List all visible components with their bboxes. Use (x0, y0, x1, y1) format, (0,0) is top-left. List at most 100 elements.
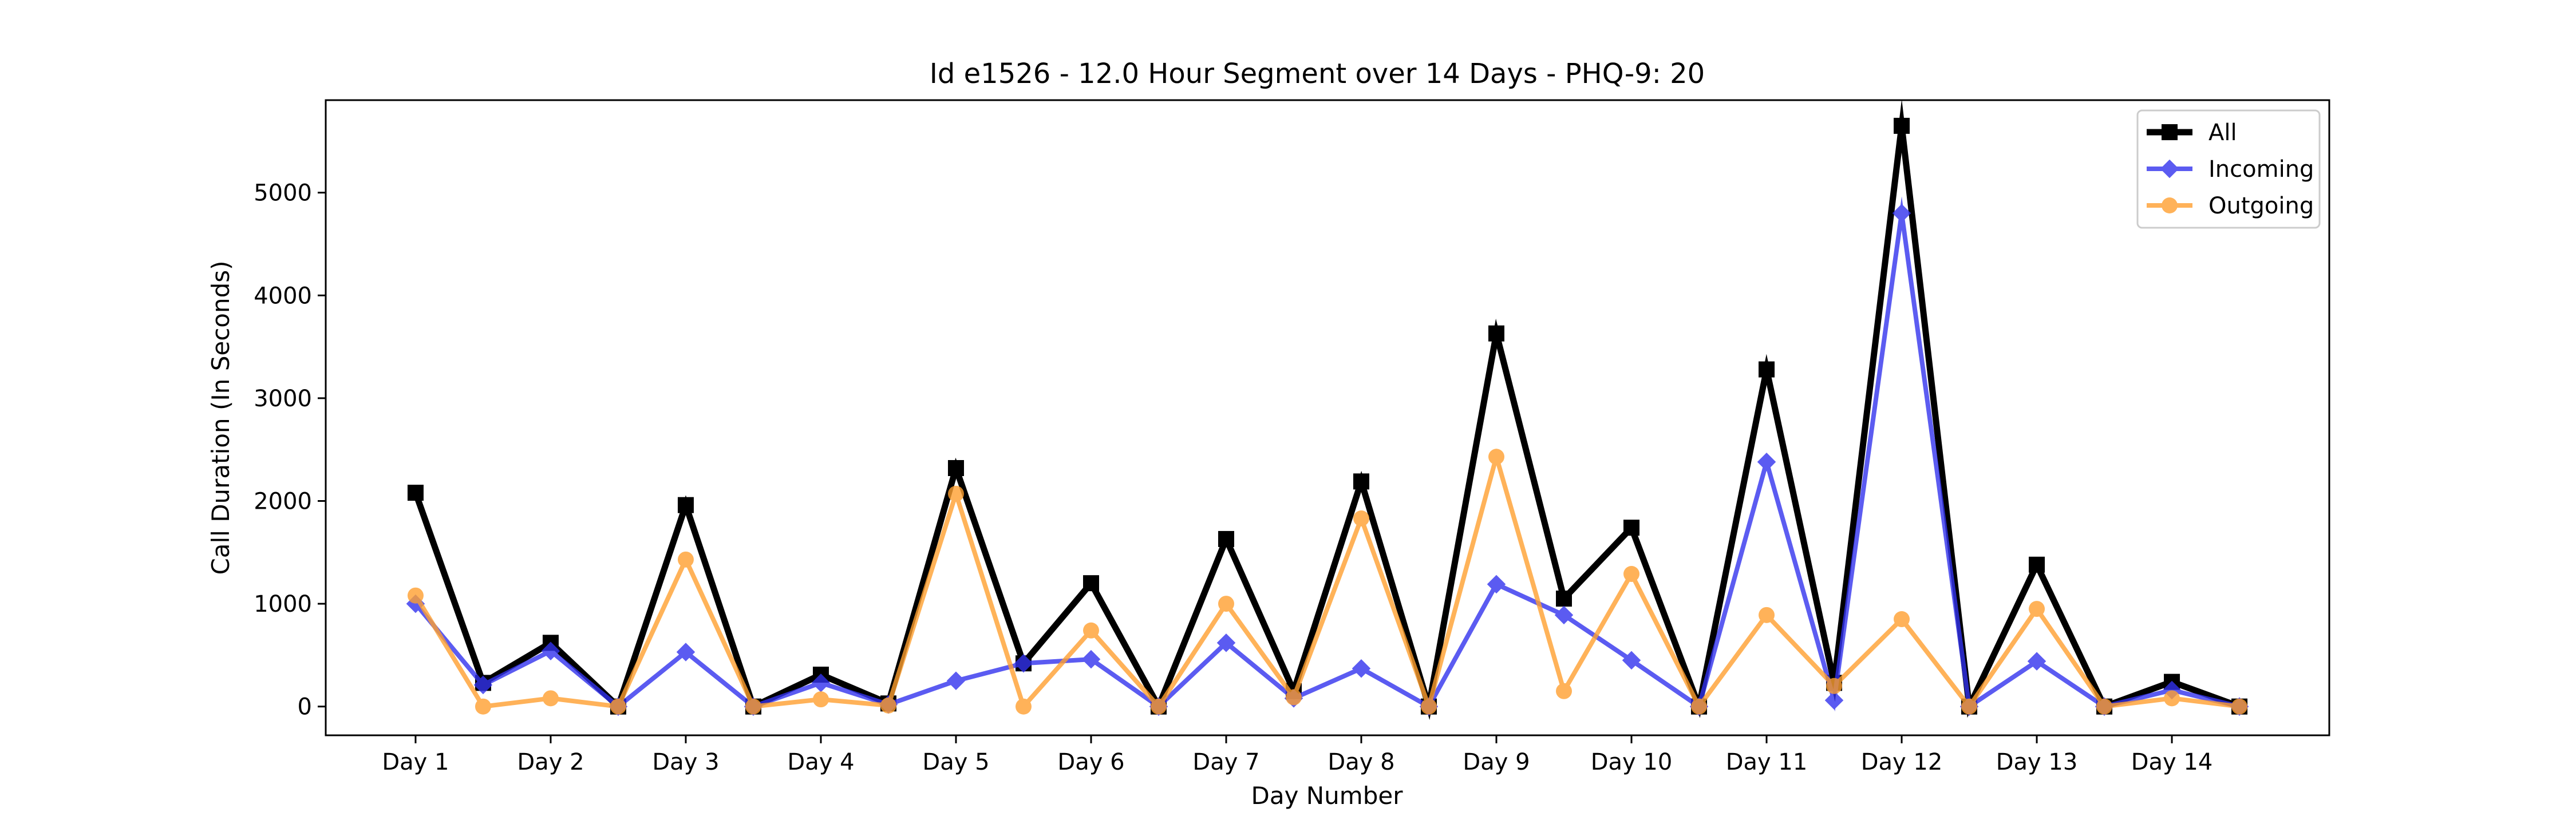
x-tick-label: Day 14 (2131, 749, 2213, 775)
outgoing-point (1285, 689, 1302, 706)
outgoing-point (812, 691, 829, 708)
all-point (407, 485, 424, 501)
y-tick-label: 2000 (254, 488, 312, 514)
incoming-point (1216, 633, 1236, 652)
x-tick-label: Day 8 (1327, 749, 1394, 775)
outgoing-point (1894, 611, 1910, 628)
x-tick-label: Day 3 (652, 749, 719, 775)
incoming-point (676, 643, 696, 661)
outgoing-point (1826, 678, 1843, 694)
x-tick-label: Day 11 (1726, 749, 1808, 775)
outgoing-point (407, 587, 424, 604)
outgoing-point (2231, 698, 2248, 715)
outgoing-point (1082, 622, 1099, 639)
all-point (1488, 325, 1505, 342)
x-tick-label: Day 6 (1057, 749, 1124, 775)
incoming-point (946, 671, 966, 691)
legend-box (2136, 109, 2321, 229)
outgoing-point (1759, 607, 1775, 623)
legend-swatch-marker (2160, 159, 2179, 179)
x-tick-label: Day 1 (382, 749, 449, 775)
y-tick-label: 1000 (254, 591, 312, 617)
chart-title: Id e1526 - 12.0 Hour Segment over 14 Day… (930, 58, 1705, 90)
outgoing-point (1961, 698, 1978, 715)
outgoing-point (1488, 449, 1505, 465)
y-tick-label: 4000 (254, 283, 312, 309)
x-tick-label: Day 9 (1463, 749, 1530, 775)
outgoing-point (1623, 566, 1640, 583)
x-tick-label: Day 4 (787, 749, 854, 775)
incoming-point (1014, 654, 1033, 673)
x-tick-label: Day 7 (1192, 749, 1259, 775)
outgoing-point (1556, 683, 1573, 699)
incoming-point (1487, 575, 1506, 594)
all-point (1082, 575, 1099, 592)
all-point (1894, 117, 1910, 134)
outgoing-point (1421, 698, 1437, 715)
y-tick-label: 0 (298, 694, 312, 720)
incoming-point (1757, 452, 1776, 472)
x-tick-label: Day 13 (1996, 749, 2078, 775)
x-tick-label: Day 10 (1591, 749, 1673, 775)
legend-item-outgoing (2147, 197, 2192, 213)
incoming-point (2027, 652, 2046, 671)
outgoing-point (677, 551, 694, 568)
all-point (1556, 591, 1573, 607)
outgoing-point (1691, 698, 1708, 715)
incoming-point (1554, 605, 1574, 625)
incoming-point (811, 674, 831, 692)
outgoing-point (542, 690, 559, 707)
outgoing-point (610, 698, 626, 715)
x-tick-label: Day 5 (922, 749, 989, 775)
series-all (407, 99, 2248, 720)
legend: All Incoming Outgoing (2136, 109, 2321, 229)
y-tick-label: 3000 (254, 386, 312, 412)
outgoing-point (1015, 698, 1032, 715)
series-outgoing (407, 448, 2248, 715)
outgoing-point (880, 697, 896, 714)
x-axis-label: Day Number (1251, 782, 1403, 810)
legend-label: Outgoing (2208, 193, 2314, 219)
x-axis: Day 1 Day 2 Day 3 Day 4 Day 5 Day 6 Day 7 Day 8… (382, 735, 2212, 775)
series-layer (406, 99, 2249, 720)
outgoing-point (745, 698, 761, 715)
outgoing-line (413, 448, 2240, 715)
incoming-point (1824, 691, 1844, 710)
legend-swatch-marker (2162, 197, 2178, 213)
y-tick-label: 5000 (254, 180, 312, 207)
x-tick-label: Day 2 (517, 749, 584, 775)
all-point (2029, 556, 2045, 573)
legend-item-all (2147, 124, 2192, 140)
legend-swatch-marker (2162, 124, 2178, 140)
all-point (1623, 520, 1640, 536)
outgoing-point (2029, 601, 2045, 617)
outgoing-point (1218, 596, 1234, 612)
y-axis: 0 1000 2000 3000 4000 5000 (254, 180, 326, 720)
incoming-point (541, 641, 560, 660)
x-tick-label: Day 12 (1861, 749, 1943, 775)
outgoing-point (2096, 698, 2113, 715)
plot-frame (325, 99, 2330, 736)
legend-label: All (2208, 120, 2237, 146)
outgoing-point (947, 485, 964, 502)
outgoing-point (475, 698, 491, 715)
incoming-point (1892, 204, 1911, 223)
legend-label: Incoming (2208, 156, 2314, 183)
all-point (1759, 361, 1775, 378)
all-point (947, 460, 964, 477)
all-point (1353, 473, 1370, 490)
outgoing-point (2164, 690, 2180, 707)
y-axis-label: Call Duration (In Seconds) (207, 260, 235, 575)
outgoing-point (1353, 510, 1370, 527)
incoming-line (413, 196, 2241, 712)
incoming-point (1352, 659, 1371, 678)
all-point (1218, 530, 1234, 547)
all-point (677, 497, 694, 513)
outgoing-point (1150, 698, 1167, 715)
incoming-point (1081, 649, 1101, 669)
series-incoming (406, 196, 2249, 716)
incoming-point (473, 675, 493, 695)
all-line (412, 99, 2241, 720)
incoming-point (1622, 651, 1641, 670)
